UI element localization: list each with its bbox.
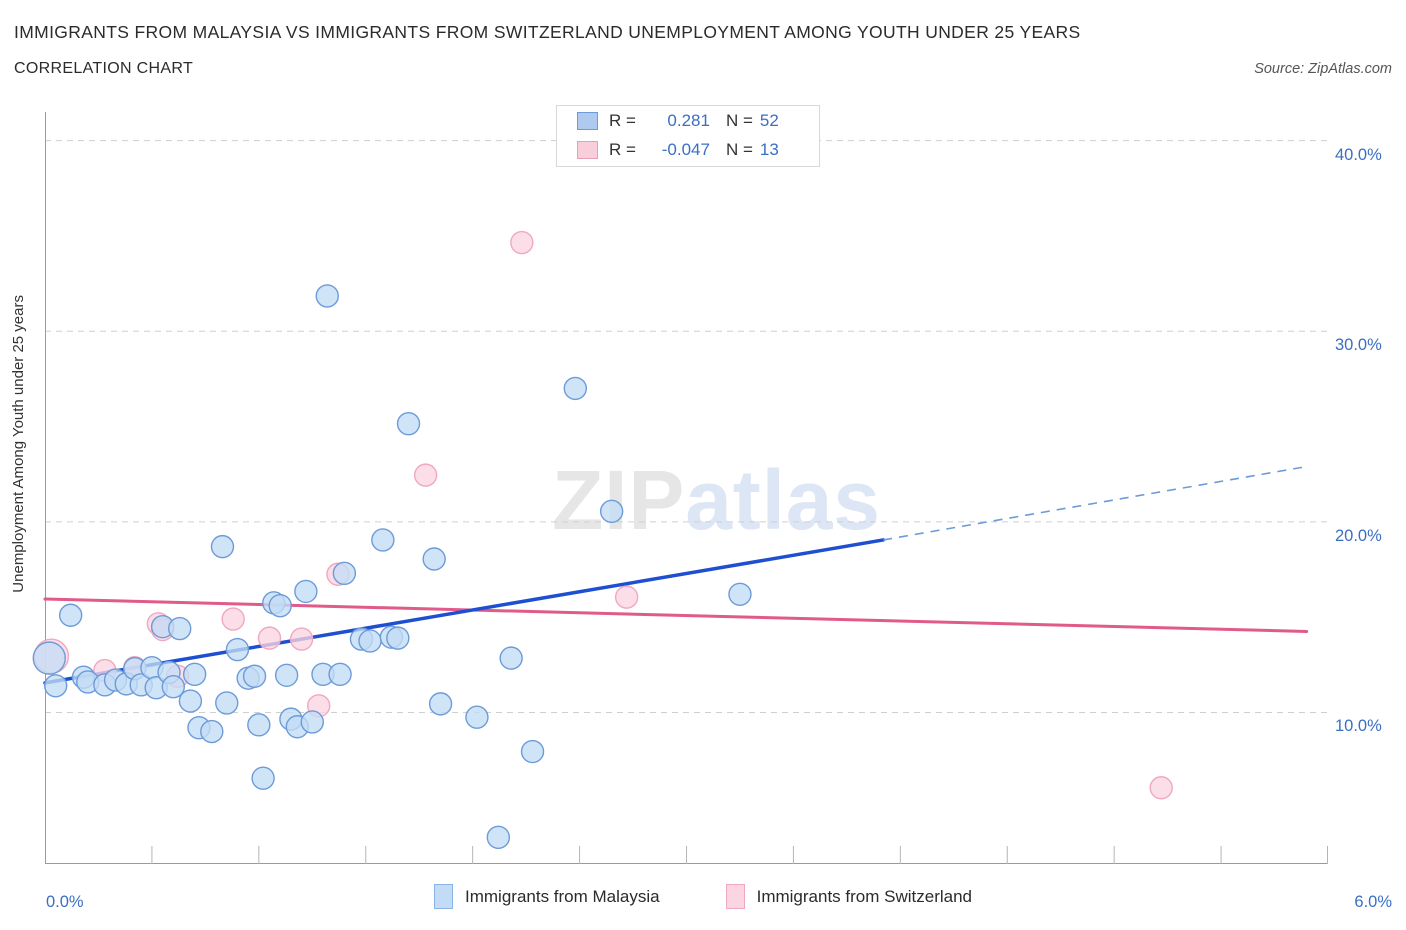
plot-area: [32, 112, 1328, 864]
data-point-malaysia[interactable]: [268, 594, 292, 618]
data-point-malaysia[interactable]: [563, 376, 588, 401]
series-swatch-malaysia: [434, 884, 453, 909]
series-legend-item-switzerland[interactable]: Immigrants from Switzerland: [725, 884, 972, 909]
legend-swatch-blue: [577, 111, 598, 130]
legend-swatch-pink: [577, 140, 598, 159]
data-point-malaysia[interactable]: [161, 675, 186, 699]
series-label-malaysia: Immigrants from Malaysia: [465, 886, 660, 906]
data-point-switzerland[interactable]: [413, 463, 438, 487]
r-label-blue: R =: [609, 110, 636, 130]
data-point-malaysia[interactable]: [215, 691, 239, 715]
data-point-malaysia[interactable]: [274, 663, 299, 687]
data-point-malaysia[interactable]: [43, 674, 68, 698]
r-value-blue: 0.281: [667, 110, 710, 130]
data-point-malaysia[interactable]: [332, 561, 357, 586]
data-point-malaysia[interactable]: [422, 547, 446, 571]
data-point-malaysia[interactable]: [428, 692, 453, 716]
y-axis-tick-label: 30.0%: [1335, 336, 1382, 355]
data-point-malaysia[interactable]: [200, 719, 224, 744]
n-label-blue: N =: [725, 110, 753, 130]
trendline-malaysia: [43, 538, 885, 685]
data-point-malaysia[interactable]: [465, 705, 489, 729]
series-label-switzerland: Immigrants from Switzerland: [756, 886, 972, 906]
data-point-switzerland[interactable]: [614, 585, 639, 609]
data-point-switzerland[interactable]: [221, 607, 245, 631]
data-point-malaysia[interactable]: [599, 499, 624, 524]
y-axis-tick-label: 10.0%: [1335, 717, 1382, 736]
data-point-malaysia[interactable]: [396, 411, 421, 436]
series-legend-item-malaysia[interactable]: Immigrants from Malaysia: [434, 884, 660, 909]
x-axis-max-label: 6.0%: [1354, 893, 1392, 911]
x-axis-min-label: 0.0%: [46, 893, 84, 911]
data-point-malaysia[interactable]: [168, 616, 192, 641]
n-label-pink: N =: [725, 139, 753, 159]
data-point-malaysia[interactable]: [182, 662, 207, 687]
page-title: IMMIGRANTS FROM MALAYSIA VS IMMIGRANTS F…: [14, 22, 1081, 42]
data-point-malaysia[interactable]: [247, 713, 271, 737]
data-point-malaysia[interactable]: [32, 641, 66, 675]
n-value-pink: 13: [759, 139, 779, 159]
data-point-malaysia[interactable]: [242, 664, 267, 688]
data-point-malaysia[interactable]: [315, 284, 339, 308]
y-axis-title-text: Unemployment Among Youth under 25 years: [10, 295, 27, 593]
scatter-svg: [32, 112, 1328, 864]
n-value-blue: 52: [759, 110, 779, 130]
data-point-malaysia[interactable]: [210, 534, 235, 559]
data-point-malaysia[interactable]: [294, 579, 318, 604]
data-point-malaysia[interactable]: [486, 825, 511, 850]
data-point-malaysia[interactable]: [371, 528, 395, 552]
r-label-pink: R =: [609, 139, 636, 159]
stats-legend-row-switzerland: R = -0.047 N = 13: [557, 135, 819, 164]
data-point-switzerland[interactable]: [257, 626, 282, 650]
data-point-malaysia[interactable]: [328, 662, 352, 687]
data-point-malaysia[interactable]: [499, 646, 523, 670]
trendline-switzerland: [43, 597, 1309, 633]
stats-legend-row-malaysia: R = 0.281 N = 52: [557, 106, 819, 135]
data-point-malaysia[interactable]: [58, 603, 83, 627]
stats-legend: R = 0.281 N = 52 R = -0.047 N = 13: [556, 105, 820, 167]
data-point-switzerland[interactable]: [1149, 776, 1173, 800]
data-point-malaysia[interactable]: [728, 582, 752, 606]
data-point-malaysia[interactable]: [386, 626, 410, 650]
y-axis-tick-label: 40.0%: [1335, 145, 1382, 164]
data-point-malaysia[interactable]: [178, 689, 203, 713]
r-value-pink: -0.047: [661, 139, 710, 159]
data-point-switzerland[interactable]: [510, 230, 534, 255]
data-point-malaysia[interactable]: [225, 637, 250, 662]
page-subtitle: CORRELATION CHART: [14, 60, 194, 77]
data-point-switzerland[interactable]: [289, 627, 314, 651]
y-axis-tick-label: 20.0%: [1335, 526, 1382, 545]
data-point-malaysia[interactable]: [251, 766, 275, 790]
data-point-malaysia[interactable]: [300, 710, 324, 734]
y-axis-title: Unemployment Among Youth under 25 years: [10, 295, 36, 593]
data-point-malaysia[interactable]: [520, 739, 545, 764]
source-label: Source: ZipAtlas.com: [1254, 61, 1392, 77]
data-point-malaysia[interactable]: [358, 629, 382, 653]
trendline-malaysia-projection: [883, 465, 1307, 541]
series-swatch-switzerland: [725, 884, 745, 909]
series-legend: Immigrants from Malaysia Immigrants from…: [0, 884, 1406, 909]
